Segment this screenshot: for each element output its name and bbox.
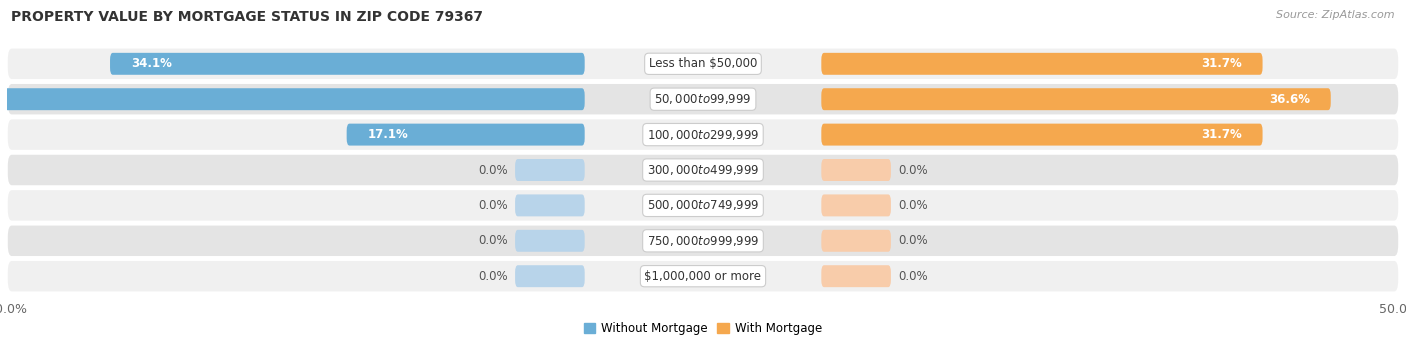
FancyBboxPatch shape: [0, 88, 585, 110]
Text: 0.0%: 0.0%: [898, 199, 928, 212]
FancyBboxPatch shape: [821, 88, 1330, 110]
Text: 0.0%: 0.0%: [478, 270, 508, 283]
FancyBboxPatch shape: [515, 159, 585, 181]
FancyBboxPatch shape: [110, 53, 585, 75]
Text: 0.0%: 0.0%: [478, 199, 508, 212]
Text: 0.0%: 0.0%: [898, 270, 928, 283]
Text: 31.7%: 31.7%: [1201, 57, 1241, 70]
FancyBboxPatch shape: [515, 194, 585, 216]
FancyBboxPatch shape: [7, 83, 1399, 116]
FancyBboxPatch shape: [7, 224, 1399, 257]
Text: $750,000 to $999,999: $750,000 to $999,999: [647, 234, 759, 248]
Legend: Without Mortgage, With Mortgage: Without Mortgage, With Mortgage: [579, 317, 827, 340]
FancyBboxPatch shape: [821, 53, 1263, 75]
Text: 36.6%: 36.6%: [1268, 93, 1310, 106]
Text: 0.0%: 0.0%: [898, 164, 928, 176]
FancyBboxPatch shape: [821, 159, 891, 181]
FancyBboxPatch shape: [7, 260, 1399, 292]
Text: $1,000,000 or more: $1,000,000 or more: [644, 270, 762, 283]
Text: $300,000 to $499,999: $300,000 to $499,999: [647, 163, 759, 177]
Text: Less than $50,000: Less than $50,000: [648, 57, 758, 70]
Text: 34.1%: 34.1%: [131, 57, 172, 70]
FancyBboxPatch shape: [347, 124, 585, 146]
Text: $50,000 to $99,999: $50,000 to $99,999: [654, 92, 752, 106]
FancyBboxPatch shape: [821, 265, 891, 287]
Text: $100,000 to $299,999: $100,000 to $299,999: [647, 128, 759, 141]
Text: 17.1%: 17.1%: [367, 128, 408, 141]
Text: PROPERTY VALUE BY MORTGAGE STATUS IN ZIP CODE 79367: PROPERTY VALUE BY MORTGAGE STATUS IN ZIP…: [11, 10, 484, 24]
Text: Source: ZipAtlas.com: Source: ZipAtlas.com: [1277, 10, 1395, 20]
FancyBboxPatch shape: [7, 154, 1399, 186]
Text: 31.7%: 31.7%: [1201, 128, 1241, 141]
Text: 0.0%: 0.0%: [898, 234, 928, 247]
FancyBboxPatch shape: [7, 189, 1399, 222]
FancyBboxPatch shape: [7, 48, 1399, 80]
FancyBboxPatch shape: [821, 124, 1263, 146]
Text: 0.0%: 0.0%: [478, 234, 508, 247]
FancyBboxPatch shape: [821, 230, 891, 252]
Text: 0.0%: 0.0%: [478, 164, 508, 176]
Text: $500,000 to $749,999: $500,000 to $749,999: [647, 199, 759, 212]
FancyBboxPatch shape: [7, 118, 1399, 151]
FancyBboxPatch shape: [515, 265, 585, 287]
FancyBboxPatch shape: [515, 230, 585, 252]
FancyBboxPatch shape: [821, 194, 891, 216]
